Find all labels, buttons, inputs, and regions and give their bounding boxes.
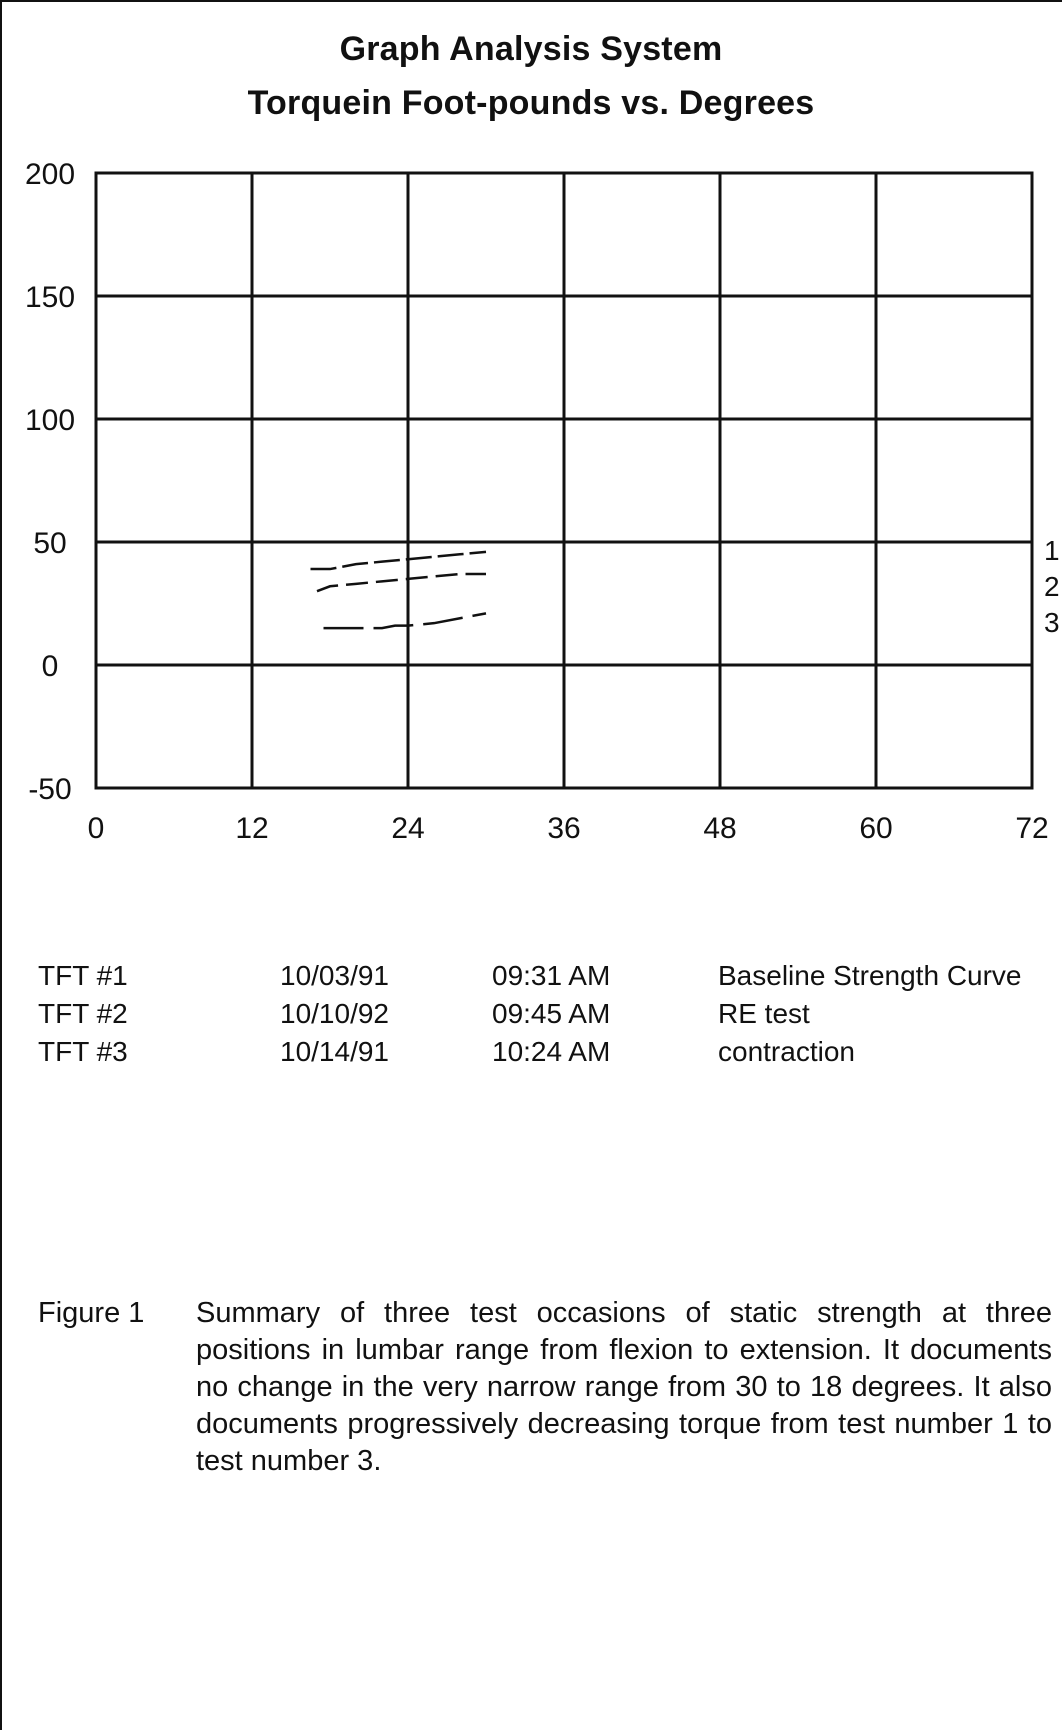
y-tick-label: 100 — [25, 404, 75, 437]
series-line-3 — [323, 612, 487, 630]
x-tick-label: 0 — [88, 812, 105, 845]
series-tag-1: 1 — [1044, 535, 1060, 566]
test-time: 09:45 AM — [492, 998, 611, 1029]
test-note: contraction — [718, 1036, 855, 1067]
chart-title: Graph Analysis System — [339, 30, 723, 68]
test-time: 10:24 AM — [492, 1036, 611, 1067]
x-tick-label: 72 — [1015, 812, 1048, 845]
series-line-1 — [310, 550, 487, 571]
x-tick-label: 60 — [859, 812, 892, 845]
caption-text: Summary of three test occasions of stati… — [196, 1297, 1052, 1477]
series-tag-3: 3 — [1044, 607, 1060, 638]
test-id: TFT #3 — [38, 1036, 128, 1067]
test-note: RE test — [718, 998, 810, 1029]
series-tag-2: 2 — [1044, 571, 1060, 602]
test-note: Baseline Strength Curve — [718, 960, 1022, 991]
x-tick-label: 12 — [235, 812, 268, 845]
test-id: TFT #2 — [38, 998, 128, 1029]
ticks-layer: 0 12 24 36 48 60 72 200 150 100 50 0 -50 — [25, 158, 1049, 845]
y-tick-label: 150 — [25, 281, 75, 314]
test-date: 10/10/92 — [280, 998, 389, 1029]
y-tick-label: 200 — [25, 158, 75, 191]
series-line-2 — [316, 572, 486, 593]
test-date: 10/14/91 — [280, 1036, 389, 1067]
series-tags-layer: 1 2 3 — [1044, 535, 1060, 638]
x-tick-label: 48 — [703, 812, 736, 845]
series-layer — [310, 550, 487, 630]
x-tick-label: 36 — [547, 812, 580, 845]
test-date: 10/03/91 — [280, 960, 389, 991]
y-tick-label: -50 — [28, 773, 71, 806]
y-tick-label: 0 — [42, 650, 59, 683]
caption-label: Figure 1 — [38, 1297, 145, 1329]
y-tick-label: 50 — [33, 527, 66, 560]
grid-layer — [94, 171, 1034, 790]
chart-subtitle: Torquein Foot-pounds vs. Degrees — [247, 84, 815, 122]
x-tick-label: 24 — [391, 812, 424, 845]
test-id: TFT #1 — [38, 960, 128, 991]
test-time: 09:31 AM — [492, 960, 611, 991]
